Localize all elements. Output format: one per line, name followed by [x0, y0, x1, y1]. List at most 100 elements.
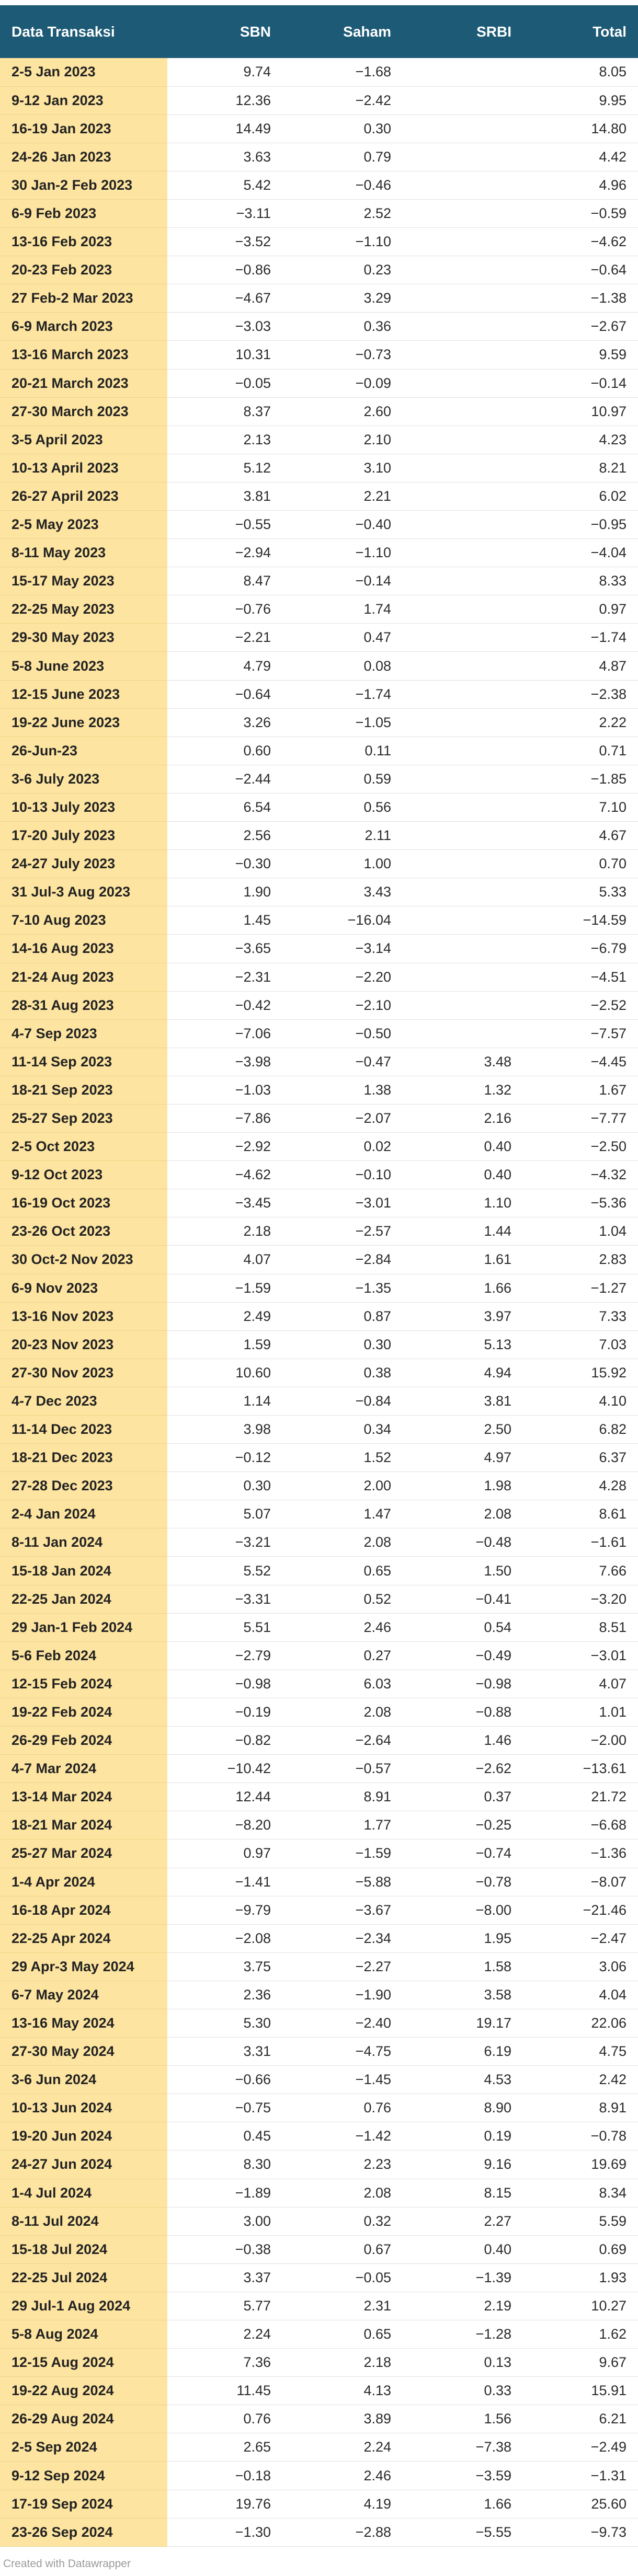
- cell-total: −2.52: [523, 991, 638, 1020]
- cell-saham: 0.30: [282, 114, 403, 143]
- cell-date-range: 6-9 March 2023: [0, 312, 167, 341]
- cell-srbi: −0.41: [403, 1585, 523, 1614]
- cell-srbi: 3.97: [403, 1302, 523, 1331]
- table-row: 29 Jul-1 Aug 2024 5.77 2.31 2.19 10.27: [0, 2292, 638, 2321]
- cell-srbi: [403, 199, 523, 228]
- cell-total: 2.22: [523, 708, 638, 737]
- cell-sbn: 2.18: [167, 1217, 282, 1246]
- cell-sbn: −3.31: [167, 1585, 282, 1614]
- cell-saham: −5.88: [282, 1868, 403, 1896]
- cell-total: 8.61: [523, 1500, 638, 1529]
- table-row: 25-27 Sep 2023 −7.86 −2.07 2.16 −7.77: [0, 1104, 638, 1133]
- cell-date-range: 26-29 Feb 2024: [0, 1726, 167, 1755]
- cell-sbn: 0.45: [167, 2122, 282, 2151]
- cell-total: −4.51: [523, 963, 638, 992]
- cell-saham: 0.47: [282, 623, 403, 652]
- cell-sbn: −0.12: [167, 1443, 282, 1473]
- table-row: 2-5 Jan 2023 9.74 −1.68 8.05: [0, 58, 638, 87]
- cell-saham: 6.03: [282, 1670, 403, 1698]
- cell-total: −14.59: [523, 906, 638, 935]
- table-row: 12-15 June 2023 −0.64 −1.74 −2.38: [0, 680, 638, 709]
- cell-date-range: 2-5 Oct 2023: [0, 1132, 167, 1162]
- cell-saham: 2.24: [282, 2433, 403, 2462]
- cell-saham: −2.40: [282, 2009, 403, 2038]
- table-row: 16-18 Apr 2024 −9.79 −3.67 −8.00 −21.46: [0, 1896, 638, 1925]
- cell-srbi: 1.10: [403, 1189, 523, 1218]
- table-row: 26-Jun-23 0.60 0.11 0.71: [0, 737, 638, 765]
- table-row: 20-21 March 2023 −0.05 −0.09 −0.14: [0, 369, 638, 398]
- cell-sbn: −1.89: [167, 2179, 282, 2207]
- cell-sbn: −0.42: [167, 991, 282, 1020]
- table-body: 2-5 Jan 2023 9.74 −1.68 8.05 9-12 Jan 2023 12…: [0, 58, 638, 2547]
- cell-date-range: 9-12 Oct 2023: [0, 1160, 167, 1190]
- cell-total: −0.78: [523, 2122, 638, 2151]
- cell-date-range: 13-16 Nov 2023: [0, 1302, 167, 1331]
- table-row: 28-31 Aug 2023 −0.42 −2.10 −2.52: [0, 991, 638, 1020]
- data-table: Data Transaksi SBN Saham SRBI Total 2-5 …: [0, 5, 638, 2547]
- cell-total: −1.61: [523, 1528, 638, 1557]
- cell-total: −0.95: [523, 510, 638, 539]
- cell-total: 7.33: [523, 1302, 638, 1331]
- cell-sbn: −4.67: [167, 284, 282, 313]
- column-header-total[interactable]: Total: [593, 23, 626, 40]
- column-header-srbi[interactable]: SRBI: [476, 23, 511, 40]
- cell-sbn: 8.47: [167, 567, 282, 596]
- table-row: 29-30 May 2023 −2.21 0.47 −1.74: [0, 623, 638, 652]
- table-row: 5-8 June 2023 4.79 0.08 4.87: [0, 651, 638, 681]
- cell-saham: −3.14: [282, 934, 403, 963]
- cell-date-range: 30 Oct-2 Nov 2023: [0, 1245, 167, 1274]
- cell-sbn: 0.76: [167, 2405, 282, 2434]
- cell-total: 6.82: [523, 1415, 638, 1444]
- cell-sbn: −2.94: [167, 538, 282, 568]
- cell-srbi: −0.88: [403, 1698, 523, 1727]
- cell-date-range: 6-9 Feb 2023: [0, 199, 167, 228]
- table-row: 22-25 Apr 2024 −2.08 −2.34 1.95 −2.47: [0, 1924, 638, 1953]
- cell-srbi: 0.54: [403, 1613, 523, 1642]
- cell-srbi: −8.00: [403, 1896, 523, 1925]
- cell-srbi: 2.16: [403, 1104, 523, 1133]
- datawrapper-credit[interactable]: Created with Datawrapper: [3, 2558, 131, 2570]
- cell-date-range: 12-15 Feb 2024: [0, 1670, 167, 1698]
- table-row: 19-22 Feb 2024 −0.19 2.08 −0.88 1.01: [0, 1698, 638, 1727]
- cell-total: −21.46: [523, 1896, 638, 1925]
- table-row: 8-11 Jul 2024 3.00 0.32 2.27 5.59: [0, 2207, 638, 2236]
- cell-total: 4.67: [523, 821, 638, 850]
- cell-date-range: 5-8 June 2023: [0, 651, 167, 681]
- cell-srbi: −0.49: [403, 1641, 523, 1670]
- cell-total: −1.38: [523, 284, 638, 313]
- cell-sbn: 1.45: [167, 906, 282, 935]
- cell-total: 7.03: [523, 1330, 638, 1359]
- cell-sbn: −0.19: [167, 1698, 282, 1727]
- cell-saham: −1.68: [282, 58, 403, 87]
- table-row: 5-8 Aug 2024 2.24 0.65 −1.28 1.62: [0, 2320, 638, 2349]
- cell-saham: −1.05: [282, 708, 403, 737]
- cell-sbn: 6.54: [167, 793, 282, 822]
- cell-date-range: 3-6 July 2023: [0, 765, 167, 794]
- cell-sbn: −3.11: [167, 199, 282, 228]
- cell-sbn: −10.42: [167, 1754, 282, 1784]
- cell-srbi: 0.40: [403, 1132, 523, 1162]
- cell-total: 3.06: [523, 1952, 638, 1981]
- cell-srbi: 0.40: [403, 1160, 523, 1190]
- cell-saham: 0.59: [282, 765, 403, 794]
- cell-total: 10.27: [523, 2292, 638, 2321]
- cell-sbn: 2.56: [167, 821, 282, 850]
- table-row: 7-10 Aug 2023 1.45 −16.04 −14.59: [0, 906, 638, 935]
- cell-srbi: [403, 538, 523, 568]
- cell-date-range: 8-11 Jan 2024: [0, 1528, 167, 1557]
- cell-sbn: 0.97: [167, 1839, 282, 1868]
- table-row: 31 Jul-3 Aug 2023 1.90 3.43 5.33: [0, 878, 638, 907]
- table-row: 6-7 May 2024 2.36 −1.90 3.58 4.04: [0, 1981, 638, 2009]
- table-row: 15-18 Jul 2024 −0.38 0.67 0.40 0.69: [0, 2235, 638, 2264]
- cell-sbn: −2.08: [167, 1924, 282, 1953]
- cell-total: 7.66: [523, 1556, 638, 1585]
- column-header-sbn[interactable]: SBN: [240, 23, 271, 40]
- cell-sbn: −3.65: [167, 934, 282, 963]
- cell-saham: 0.34: [282, 1415, 403, 1444]
- cell-sbn: 3.00: [167, 2207, 282, 2236]
- column-header-saham[interactable]: Saham: [343, 23, 391, 40]
- cell-date-range: 22-25 Apr 2024: [0, 1924, 167, 1953]
- column-header-data-transaksi[interactable]: Data Transaksi: [12, 23, 115, 40]
- cell-saham: 0.76: [282, 2094, 403, 2123]
- cell-saham: 2.52: [282, 199, 403, 228]
